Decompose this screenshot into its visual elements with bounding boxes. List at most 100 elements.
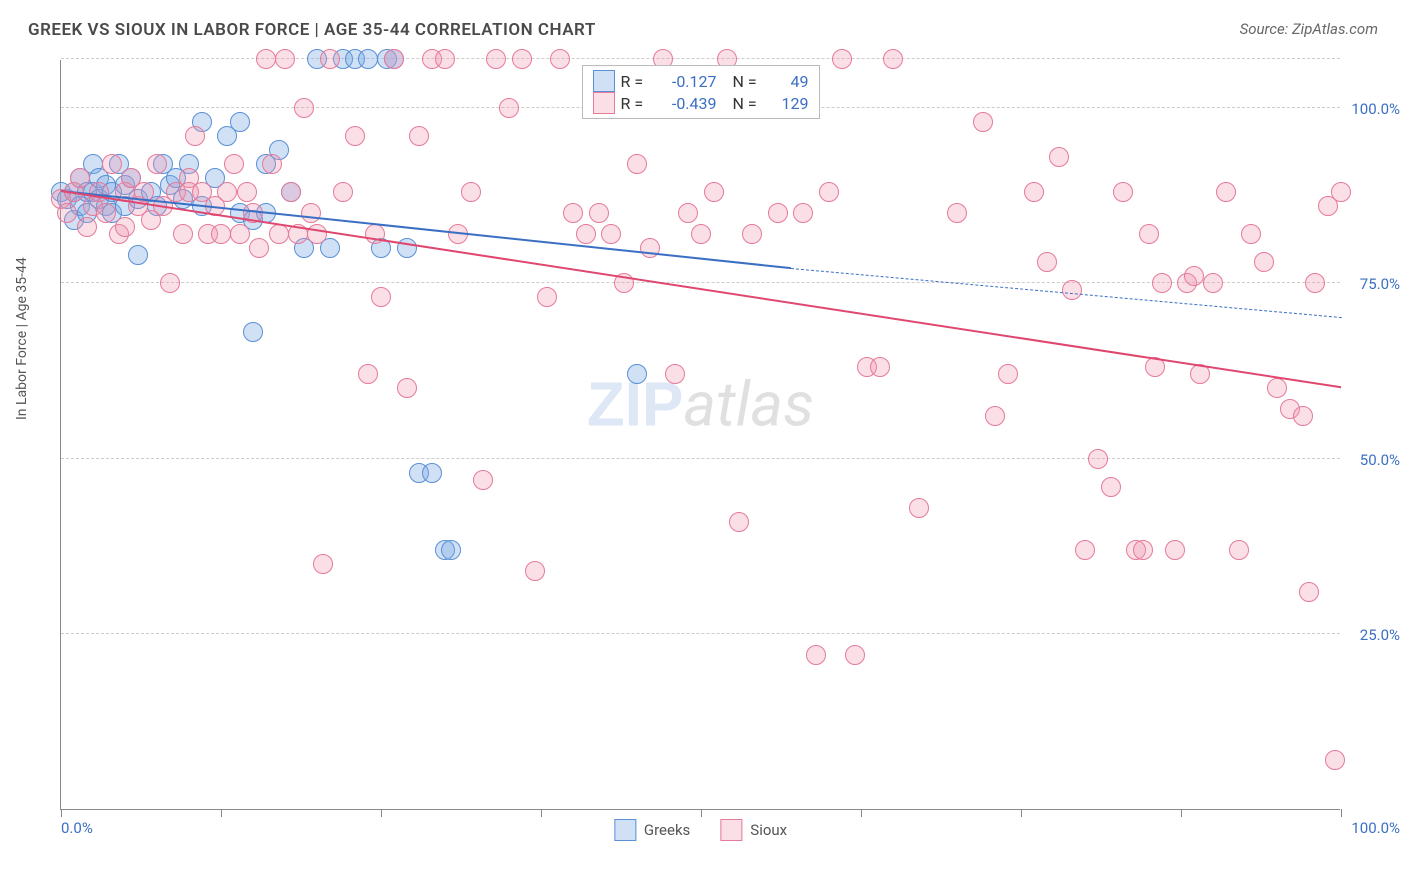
scatter-point-sioux <box>301 203 321 223</box>
series-legend: Greeks Sioux <box>614 819 787 841</box>
scatter-point-sioux <box>691 224 711 244</box>
gridline <box>61 458 1340 459</box>
scatter-point-sioux <box>1024 182 1044 202</box>
y-axis-label: In Labor Force | Age 35-44 <box>14 257 30 420</box>
scatter-point-sioux <box>249 238 269 258</box>
x-tick <box>61 809 62 817</box>
gridline <box>61 282 1340 283</box>
scatter-point-greeks <box>441 540 461 560</box>
scatter-point-sioux <box>256 49 276 69</box>
x-tick <box>381 809 382 817</box>
scatter-point-greeks <box>358 49 378 69</box>
scatter-point-sioux <box>947 203 967 223</box>
scatter-point-greeks <box>422 463 442 483</box>
scatter-point-sioux <box>640 238 660 258</box>
scatter-point-sioux <box>96 203 116 223</box>
scatter-point-sioux <box>998 364 1018 384</box>
chart-header: GREEK VS SIOUX IN LABOR FORCE | AGE 35-4… <box>0 0 1406 50</box>
chart-title: GREEK VS SIOUX IN LABOR FORCE | AGE 35-4… <box>28 20 596 40</box>
scatter-point-sioux <box>1254 252 1274 272</box>
scatter-point-sioux <box>845 645 865 665</box>
scatter-point-sioux <box>909 498 929 518</box>
scatter-point-greeks <box>627 364 647 384</box>
scatter-point-sioux <box>704 182 724 202</box>
scatter-point-sioux <box>147 154 167 174</box>
scatter-point-sioux <box>262 154 282 174</box>
scatter-point-sioux <box>1229 540 1249 560</box>
scatter-point-sioux <box>729 512 749 532</box>
scatter-point-sioux <box>1184 266 1204 286</box>
legend-n-label: N = <box>733 72 763 91</box>
x-tick-label: 0.0% <box>61 819 93 837</box>
scatter-point-sioux <box>115 217 135 237</box>
watermark: ZIPatlas <box>587 368 814 441</box>
scatter-point-sioux <box>678 203 698 223</box>
scatter-point-sioux <box>1133 540 1153 560</box>
scatter-point-sioux <box>742 224 762 244</box>
x-tick <box>541 809 542 817</box>
y-tick-label: 75.0% <box>1360 275 1400 293</box>
scatter-point-sioux <box>576 224 596 244</box>
legend-item: Greeks <box>614 819 690 841</box>
scatter-point-sioux <box>70 168 90 188</box>
scatter-point-sioux <box>819 182 839 202</box>
x-tick <box>1021 809 1022 817</box>
scatter-point-sioux <box>1075 540 1095 560</box>
scatter-point-sioux <box>224 154 244 174</box>
scatter-point-sioux <box>237 182 257 202</box>
scatter-point-sioux <box>384 49 404 69</box>
scatter-point-sioux <box>1165 540 1185 560</box>
legend-r-label: R = <box>621 94 651 113</box>
scatter-point-sioux <box>793 203 813 223</box>
chart-source: Source: ZipAtlas.com <box>1240 20 1378 40</box>
legend-row: R =-0.127N =49 <box>593 70 809 92</box>
gridline <box>61 58 1340 59</box>
legend-swatch <box>593 70 615 92</box>
scatter-point-sioux <box>397 378 417 398</box>
scatter-point-sioux <box>806 645 826 665</box>
scatter-point-sioux <box>473 470 493 490</box>
scatter-point-sioux <box>1113 182 1133 202</box>
legend-series-name: Sioux <box>750 821 787 839</box>
scatter-point-sioux <box>217 182 237 202</box>
x-tick <box>1341 809 1342 817</box>
legend-swatch <box>614 819 636 841</box>
scatter-point-sioux <box>1139 224 1159 244</box>
scatter-point-sioux <box>1062 280 1082 300</box>
regression-line <box>61 190 1341 388</box>
scatter-point-sioux <box>1299 582 1319 602</box>
scatter-point-sioux <box>281 182 301 202</box>
scatter-point-sioux <box>870 357 890 377</box>
regression-line <box>791 268 1341 318</box>
legend-item: Sioux <box>720 819 787 841</box>
scatter-point-sioux <box>550 49 570 69</box>
scatter-point-sioux <box>345 126 365 146</box>
scatter-point-sioux <box>768 203 788 223</box>
scatter-point-sioux <box>371 287 391 307</box>
scatter-point-sioux <box>409 126 429 146</box>
legend-r-value: -0.439 <box>657 94 717 113</box>
scatter-point-sioux <box>665 364 685 384</box>
gridline <box>61 633 1340 634</box>
scatter-point-sioux <box>435 49 455 69</box>
scatter-point-sioux <box>883 49 903 69</box>
scatter-point-greeks <box>230 112 250 132</box>
scatter-point-sioux <box>1331 182 1351 202</box>
y-tick-label: 25.0% <box>1360 626 1400 644</box>
scatter-point-sioux <box>275 49 295 69</box>
scatter-point-sioux <box>985 406 1005 426</box>
scatter-point-sioux <box>185 126 205 146</box>
scatter-point-sioux <box>499 98 519 118</box>
y-tick-label: 100.0% <box>1351 100 1400 118</box>
scatter-point-sioux <box>313 554 333 574</box>
scatter-point-sioux <box>563 203 583 223</box>
scatter-point-sioux <box>1152 273 1172 293</box>
scatter-point-sioux <box>601 224 621 244</box>
scatter-point-sioux <box>486 49 506 69</box>
scatter-point-sioux <box>160 273 180 293</box>
scatter-point-sioux <box>1293 406 1313 426</box>
correlation-legend: R =-0.127N =49R =-0.439N =129 <box>582 65 820 119</box>
scatter-point-sioux <box>57 203 77 223</box>
scatter-point-sioux <box>358 364 378 384</box>
scatter-point-sioux <box>525 561 545 581</box>
